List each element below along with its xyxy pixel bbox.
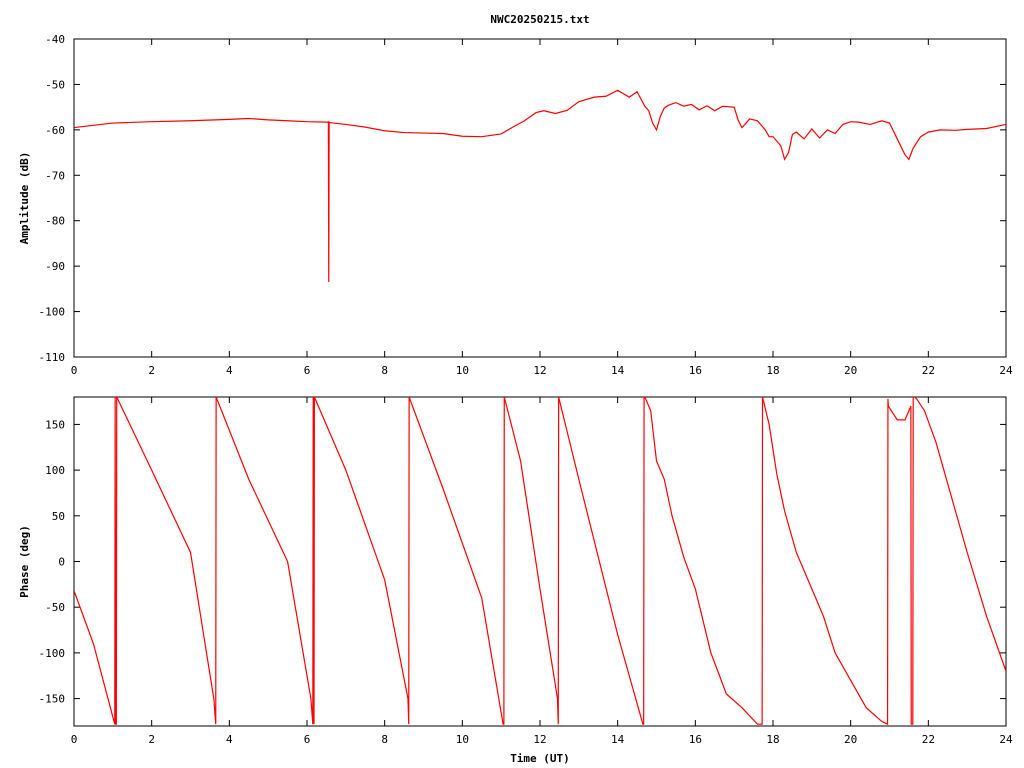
plot-frame	[73, 38, 1007, 358]
x-tick-label: 24	[999, 733, 1013, 746]
x-tick-label: 6	[304, 364, 311, 377]
chart-panel-1: 0 2 4 6 8 10 12 14 16 18 20 22 24-40-50-60-70-80-90-…	[18, 13, 1013, 377]
x-tick-label: 16	[689, 733, 702, 746]
x-axis-title: Time (UT)	[510, 752, 570, 765]
x-tick-label: 20	[844, 733, 857, 746]
x-tick-label: 24	[999, 364, 1013, 377]
x-tick-label: 2	[148, 364, 155, 377]
x-tick-label: 10	[456, 364, 469, 377]
y-tick-label: -60	[45, 124, 65, 137]
x-tick-label: 6	[304, 733, 311, 746]
x-tick-label: 4	[226, 733, 233, 746]
y-tick-label: -100	[39, 306, 66, 319]
x-tick-label: 0	[71, 733, 78, 746]
y-tick-label: 50	[52, 510, 65, 523]
y-tick-label: -80	[45, 215, 65, 228]
x-tick-label: 14	[611, 364, 625, 377]
x-tick-label: 14	[611, 733, 625, 746]
y-tick-label: 0	[58, 556, 65, 569]
x-tick-label: 2	[148, 733, 155, 746]
y-axis-title: Phase (deg)	[18, 525, 31, 598]
x-tick-label: 22	[922, 733, 935, 746]
x-tick-label: 0	[71, 364, 78, 377]
x-tick-label: 16	[689, 364, 702, 377]
x-tick-label: 18	[766, 733, 779, 746]
y-tick-label: -150	[39, 693, 66, 706]
series-line	[74, 397, 1006, 726]
plot-frame	[73, 396, 1007, 727]
y-tick-label: -40	[45, 33, 65, 46]
series-line	[74, 89, 1006, 283]
y-axis-title: Amplitude (dB)	[18, 152, 31, 245]
y-tick-label: -50	[45, 78, 65, 91]
y-tick-label: -50	[45, 601, 65, 614]
x-tick-label: 12	[533, 364, 546, 377]
x-tick-label: 20	[844, 364, 857, 377]
chart-panel-2: 0 2 4 6 8 10 12 14 16 18 20 22 24150100500-50-100-15…	[18, 396, 1013, 765]
y-tick-label: -70	[45, 169, 65, 182]
x-tick-label: 22	[922, 364, 935, 377]
x-tick-label: 8	[381, 364, 388, 377]
y-tick-label: -110	[39, 351, 66, 364]
chart-title: NWC20250215.txt	[490, 13, 589, 26]
y-tick-label: -100	[39, 647, 66, 660]
x-tick-label: 10	[456, 733, 469, 746]
x-tick-label: 12	[533, 733, 546, 746]
x-tick-label: 8	[381, 733, 388, 746]
x-tick-label: 18	[766, 364, 779, 377]
x-tick-label: 4	[226, 364, 233, 377]
y-tick-label: 150	[45, 418, 65, 431]
y-tick-label: 100	[45, 464, 65, 477]
y-tick-label: -90	[45, 260, 65, 273]
